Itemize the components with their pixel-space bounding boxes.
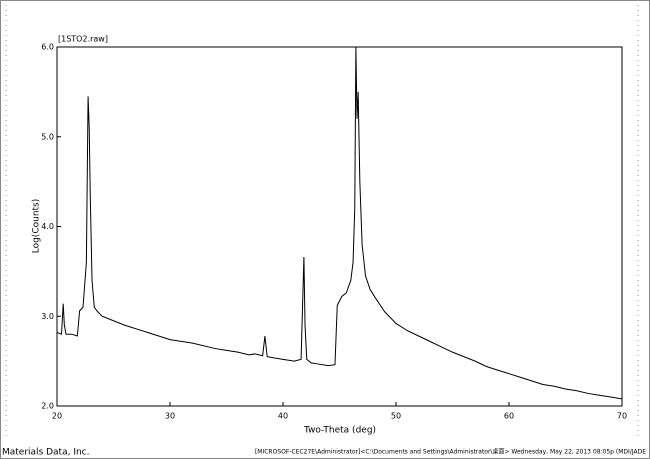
plot-frame xyxy=(56,46,623,407)
y-axis-label: Log(Counts) xyxy=(32,199,42,254)
data-line xyxy=(56,46,623,400)
x-tick-label: 70 xyxy=(617,412,627,421)
x-tick-label: 40 xyxy=(278,412,288,421)
chart-title: [1STO2.raw] xyxy=(58,35,108,44)
x-axis-label: Two-Theta (deg) xyxy=(303,426,376,436)
y-tick-label: 5.0 xyxy=(41,132,54,141)
y-tick-label: 4.0 xyxy=(41,222,54,231)
x-tick-label: 30 xyxy=(165,412,175,421)
footer-right: [MICROSOF-CEC27E\Administrator]<C:\Docum… xyxy=(255,448,646,456)
y-tick-label: 6.0 xyxy=(41,43,54,52)
x-tick-label: 50 xyxy=(391,412,401,421)
y-tick-label: 2.0 xyxy=(41,402,54,411)
footer-left: Materials Data, Inc. xyxy=(2,448,90,458)
x-tick-label: 20 xyxy=(52,412,62,421)
y-tick-label: 3.0 xyxy=(41,312,54,321)
x-tick-label: 60 xyxy=(504,412,514,421)
